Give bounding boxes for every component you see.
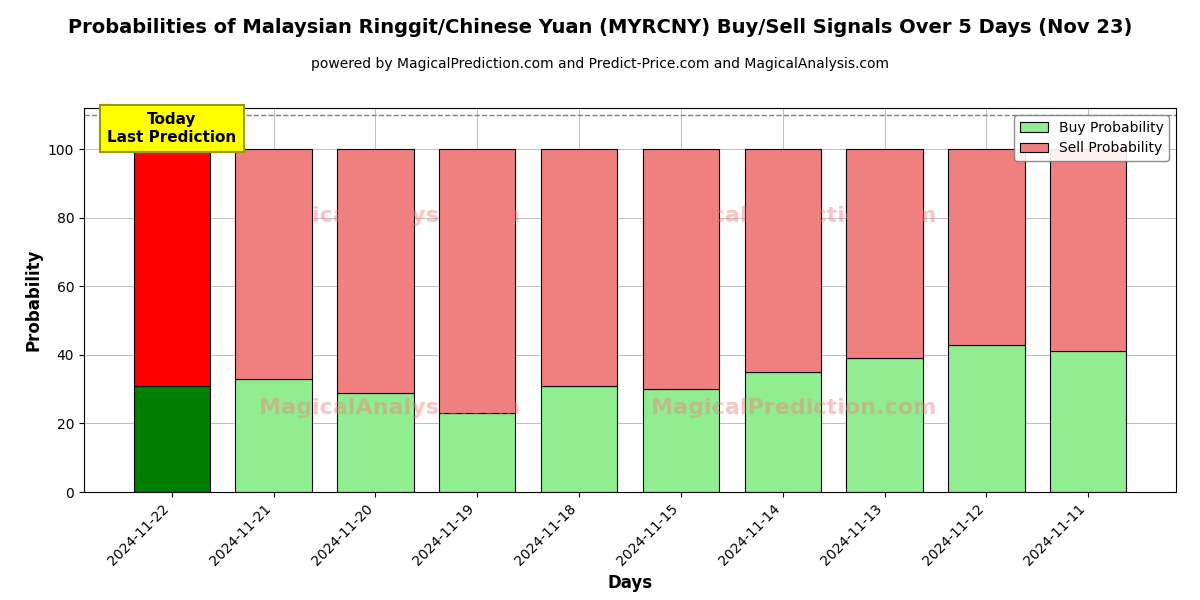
Text: MagicalAnalysis.com: MagicalAnalysis.com [259, 206, 521, 226]
Bar [541, 149, 617, 386]
Bar [133, 386, 210, 492]
X-axis label: Days: Days [607, 574, 653, 592]
Bar [337, 149, 414, 392]
Bar [744, 372, 821, 492]
Bar [337, 392, 414, 492]
Bar [846, 149, 923, 358]
Text: Probabilities of Malaysian Ringgit/Chinese Yuan (MYRCNY) Buy/Sell Signals Over 5: Probabilities of Malaysian Ringgit/Chine… [68, 18, 1132, 37]
Bar [643, 149, 719, 389]
Text: MagicalAnalysis.com: MagicalAnalysis.com [259, 398, 521, 418]
Bar [948, 149, 1025, 344]
Bar [1050, 149, 1127, 352]
Text: Today
Last Prediction: Today Last Prediction [107, 112, 236, 145]
Bar [133, 149, 210, 386]
Text: MagicalPrediction.com: MagicalPrediction.com [652, 398, 936, 418]
Bar [439, 413, 516, 492]
Y-axis label: Probability: Probability [24, 249, 42, 351]
Bar [744, 149, 821, 372]
Text: powered by MagicalPrediction.com and Predict-Price.com and MagicalAnalysis.com: powered by MagicalPrediction.com and Pre… [311, 57, 889, 71]
Bar [235, 149, 312, 379]
Bar [948, 344, 1025, 492]
Text: MagicalPrediction.com: MagicalPrediction.com [652, 206, 936, 226]
Bar [643, 389, 719, 492]
Bar [846, 358, 923, 492]
Legend: Buy Probability, Sell Probability: Buy Probability, Sell Probability [1014, 115, 1169, 161]
Bar [1050, 352, 1127, 492]
Bar [235, 379, 312, 492]
Bar [541, 386, 617, 492]
Bar [439, 149, 516, 413]
